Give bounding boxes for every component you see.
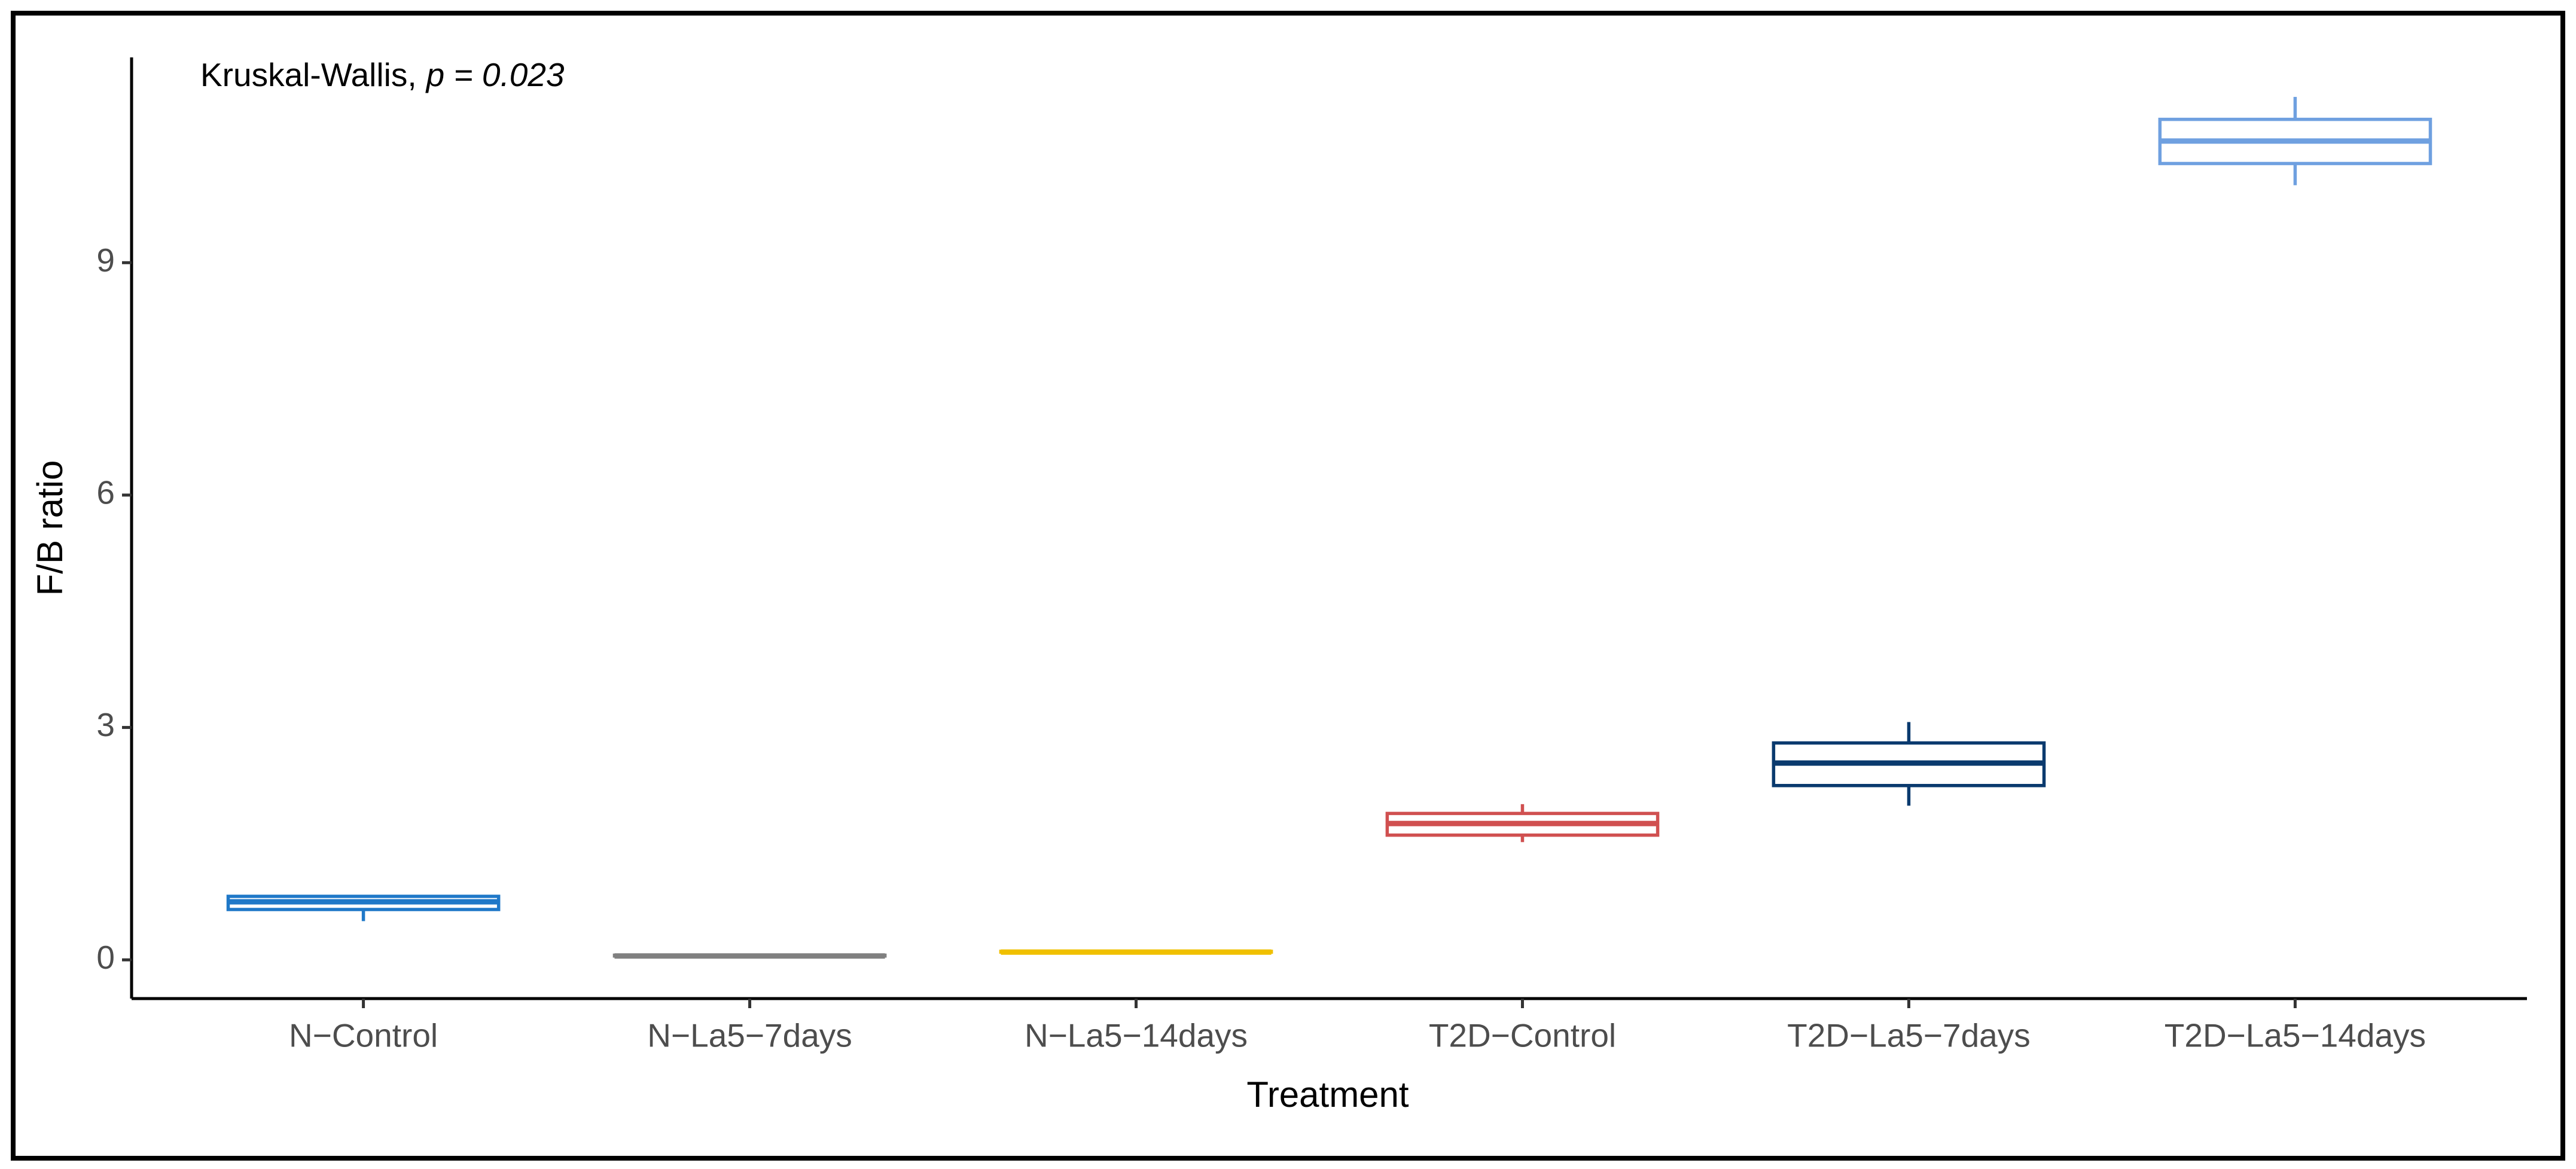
- y-tick-label: 6: [96, 474, 115, 511]
- x-tick-label: N−La5−7days: [647, 1017, 852, 1054]
- y-axis-title: F/B ratio: [30, 460, 70, 596]
- annotation-test: Kruskal-Wallis,: [200, 56, 417, 93]
- x-tick-label: N−Control: [289, 1017, 438, 1054]
- x-tick-label: N−La5−14days: [1025, 1017, 1248, 1054]
- annotation: Kruskal-Wallis, p = 0.023: [200, 56, 565, 93]
- x-tick-label: T2D−La5−14days: [2165, 1017, 2426, 1054]
- x-axis-title: Treatment: [1246, 1075, 1409, 1115]
- y-tick-label: 9: [96, 242, 115, 279]
- y-tick-label: 0: [96, 939, 115, 976]
- annotation-p: p = 0.023: [425, 56, 565, 93]
- frame: [11, 11, 2565, 1161]
- y-tick-label: 3: [96, 706, 115, 743]
- x-tick-label: T2D−Control: [1429, 1017, 1616, 1054]
- x-tick-label: T2D−La5−7days: [1787, 1017, 2031, 1054]
